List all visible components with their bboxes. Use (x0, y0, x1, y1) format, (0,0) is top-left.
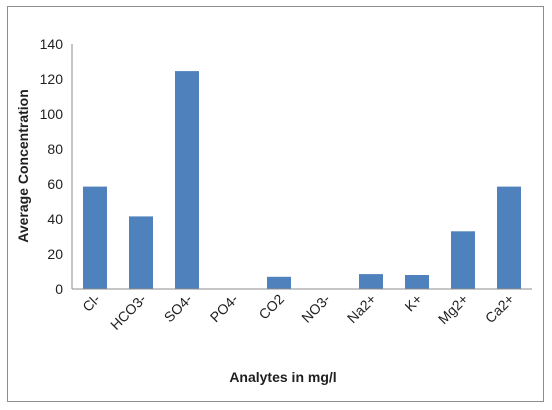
bar-6 (359, 274, 383, 289)
bar-0 (83, 186, 107, 289)
bar-4 (267, 276, 291, 290)
y-tick-label: 0 (55, 281, 63, 297)
y-axis-title: Average Concentration (15, 89, 31, 243)
y-tick-label: 60 (47, 176, 63, 192)
bar-1 (129, 216, 153, 289)
x-tick-label: K+ (401, 291, 425, 315)
x-tick-label: SO4- (161, 291, 196, 326)
y-tick-label: 120 (40, 71, 64, 87)
x-tick-label: PO4- (207, 291, 242, 326)
x-tick-label: Mg2+ (435, 291, 471, 327)
bar-7 (405, 275, 429, 289)
x-tick-label: HCO3- (107, 291, 149, 333)
bar-2 (175, 71, 199, 289)
x-tick-label: CO2 (255, 291, 287, 323)
y-tick-label: 100 (40, 106, 64, 122)
bar-9 (497, 186, 521, 289)
axes-layer (71, 44, 532, 290)
x-tick-label: Cl- (79, 291, 103, 315)
x-tick-label: Na2+ (344, 291, 379, 326)
y-tick-label: 20 (47, 246, 63, 262)
x-tick-label: Ca2+ (482, 291, 517, 326)
y-tick-label: 80 (47, 141, 63, 157)
y-tick-label: 140 (40, 36, 64, 52)
bars-layer (83, 71, 521, 290)
x-axis-title: Analytes in mg/l (229, 369, 336, 385)
x-tick-labels: Cl- HCO3- SO4- PO4- CO2 NO3- Na2+ K+ Mg2+ Ca2+ (79, 291, 517, 333)
bar-8 (451, 231, 475, 290)
y-tick-labels: 0 20 40 60 80 100 120 140 (40, 36, 64, 297)
y-tick-label: 40 (47, 211, 63, 227)
x-tick-label: NO3- (298, 291, 333, 326)
